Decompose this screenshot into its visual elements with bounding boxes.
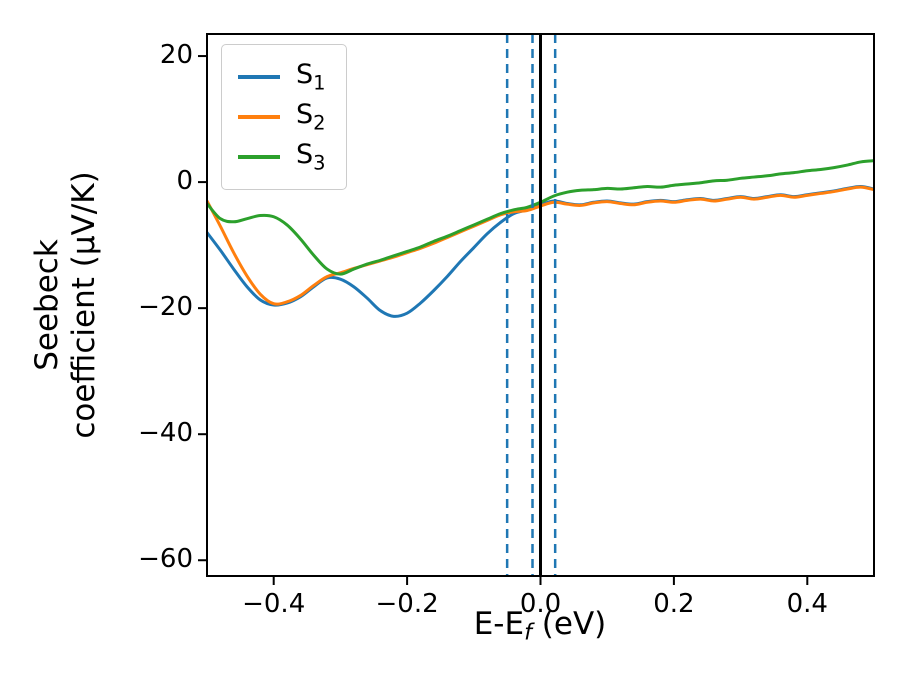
x-axis-label-subscript: f (524, 619, 532, 646)
legend-line-swatch (238, 155, 280, 159)
x-tick-label: 0.2 (653, 589, 695, 619)
x-tick-label: 0.0 (519, 589, 562, 619)
x-tick-label: 0.4 (786, 589, 828, 619)
x-axis-label: E-Ef (eV) (474, 606, 607, 646)
legend-label: S3 (296, 139, 326, 175)
legend-label: S2 (296, 99, 326, 135)
legend-item-S2: S2 (238, 97, 326, 137)
legend: S1 S2 S3 (221, 44, 347, 190)
y-tick-label: −20 (138, 292, 193, 323)
y-axis-label-line1: Seebeck (28, 239, 65, 371)
legend-item-S3: S3 (238, 137, 326, 177)
legend-item-S1: S1 (238, 57, 326, 97)
y-tick-label: 0 (176, 166, 193, 197)
y-tick-label: −40 (138, 418, 193, 449)
x-axis-label-units: (eV) (531, 606, 607, 642)
legend-line-swatch (238, 115, 280, 119)
y-tick-label: −60 (138, 544, 193, 575)
x-tick-label: −0.2 (375, 589, 439, 619)
x-tick-label: −0.4 (242, 589, 306, 619)
legend-label: S1 (296, 59, 326, 95)
y-tick-label: 20 (159, 40, 193, 71)
legend-line-swatch (238, 75, 280, 79)
x-axis-label-text: E-E (473, 606, 525, 642)
